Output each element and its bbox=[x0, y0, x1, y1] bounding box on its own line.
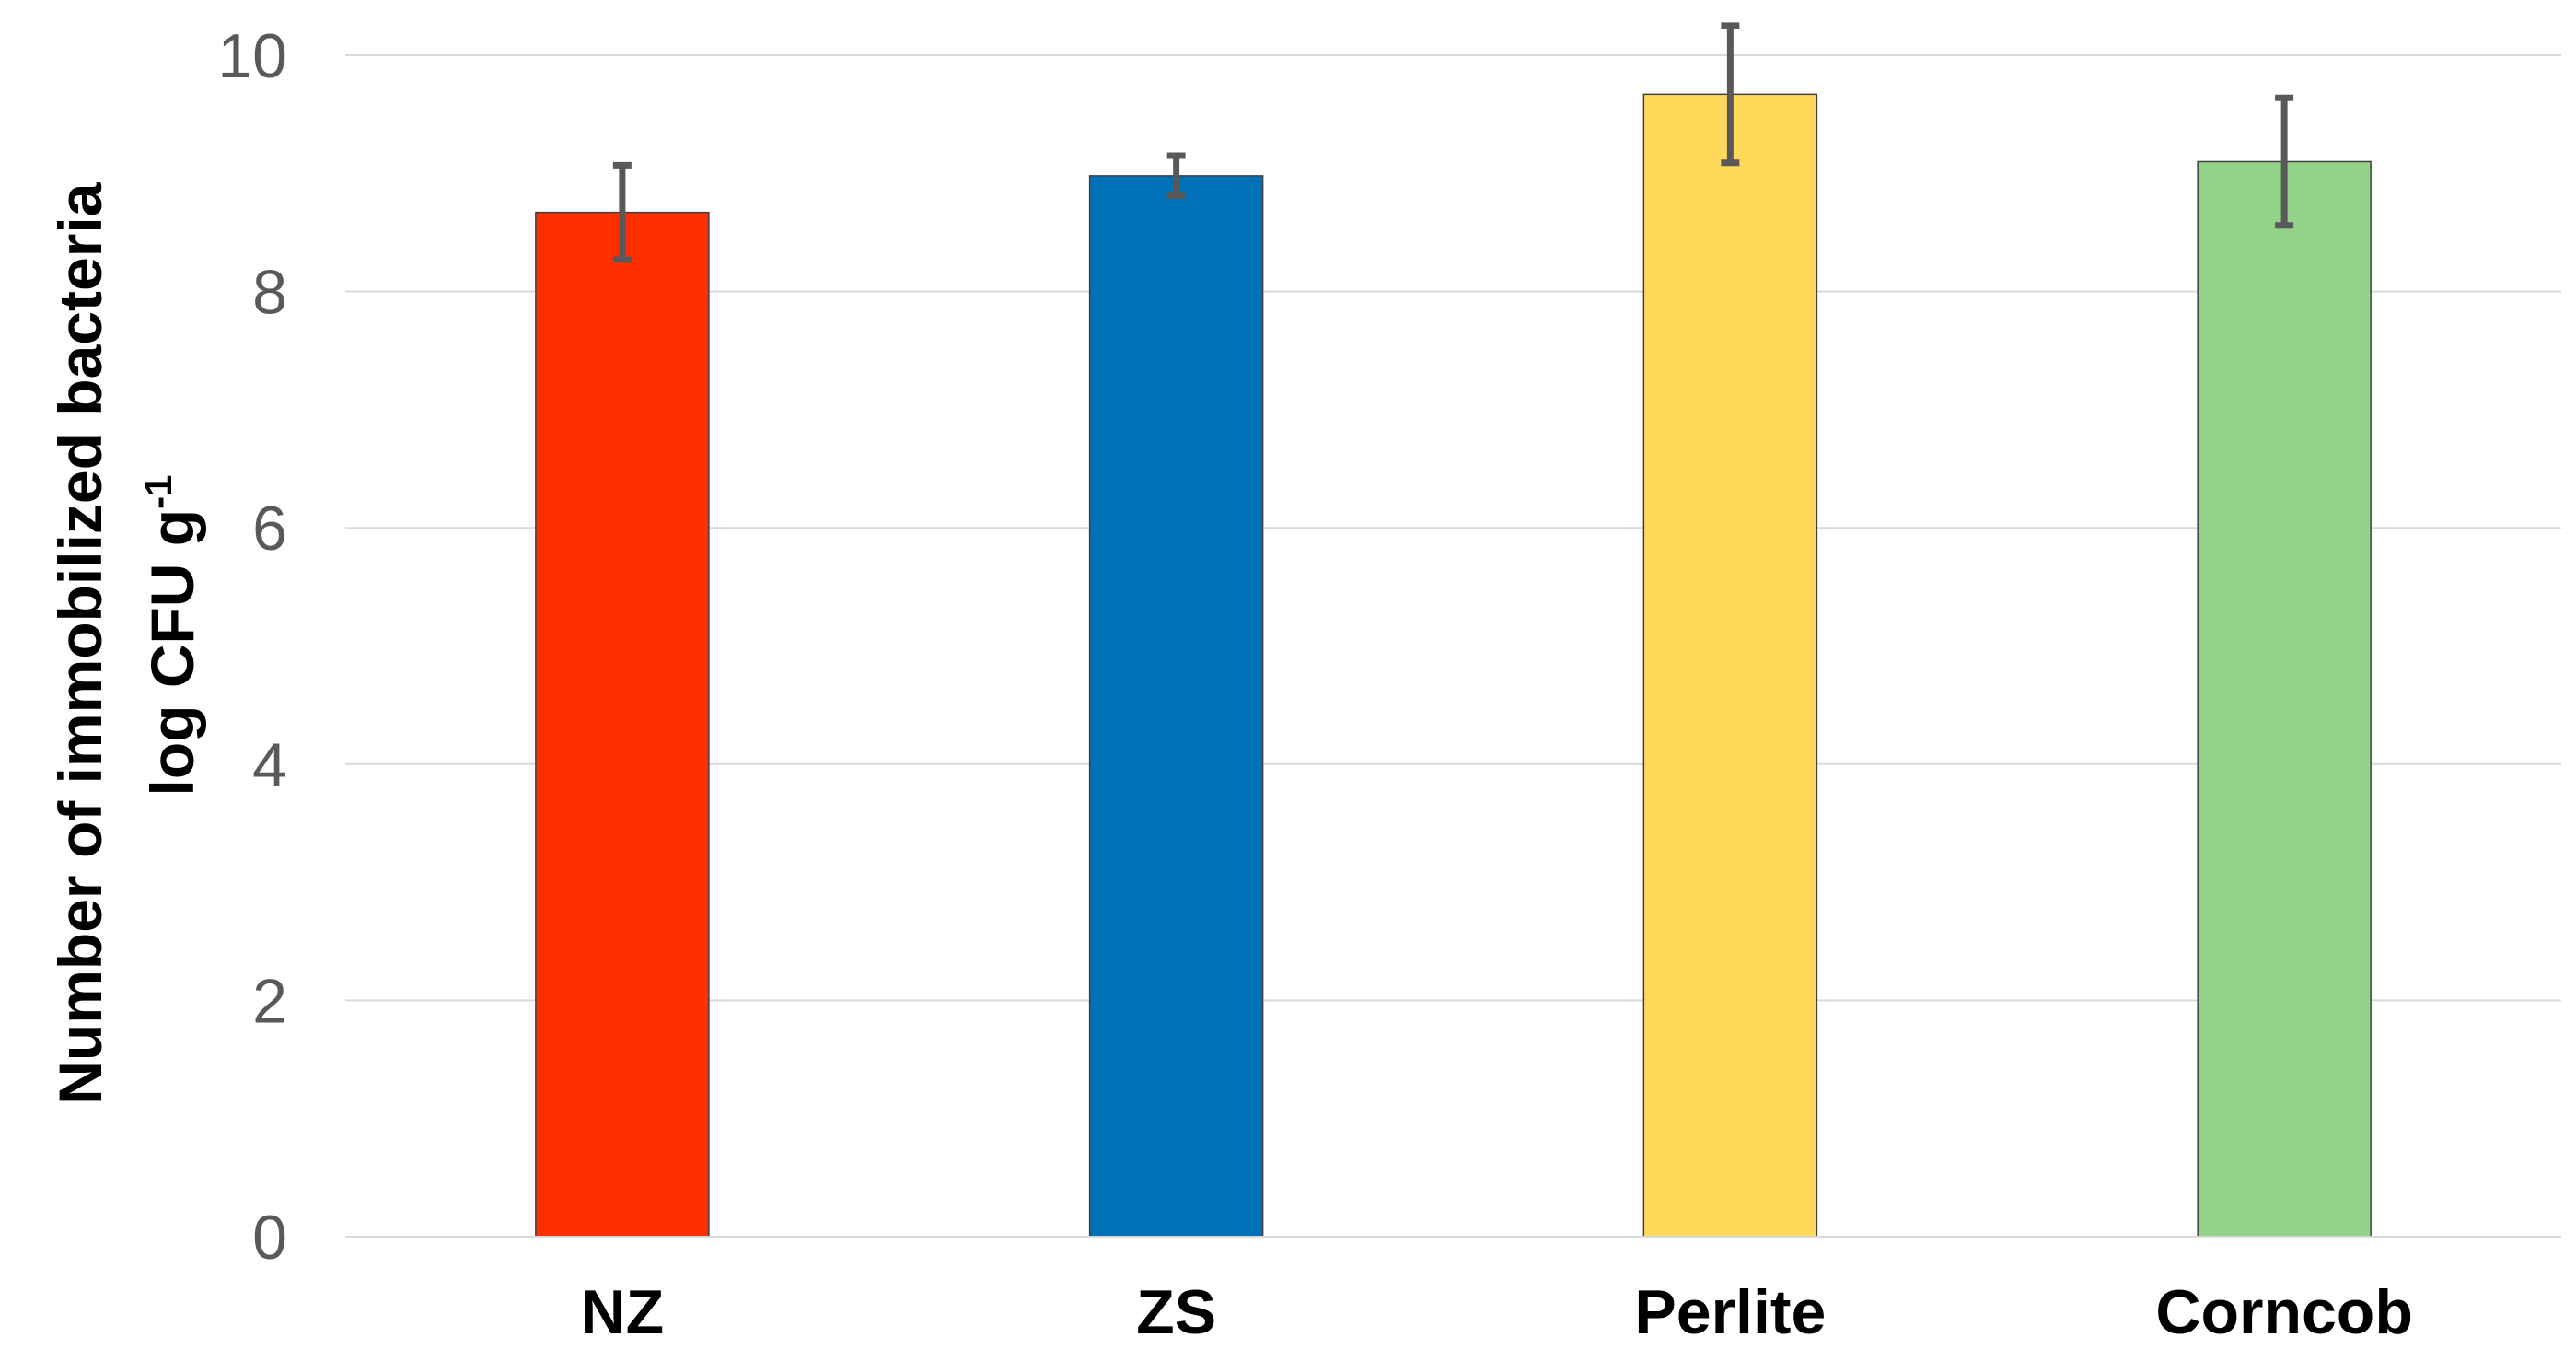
error-bar-corncob bbox=[2275, 94, 2294, 229]
error-bars bbox=[612, 22, 2294, 263]
bar-nz bbox=[535, 211, 710, 1238]
error-bar-perlite bbox=[1721, 22, 1740, 167]
x-tick-label: Corncob bbox=[2155, 1277, 2413, 1347]
y-tick-label: 6 bbox=[252, 494, 287, 564]
x-tick-label: ZS bbox=[1136, 1277, 1216, 1347]
y-axis-label-superscript: -1 bbox=[136, 475, 180, 509]
y-tick-label: 8 bbox=[252, 258, 287, 328]
y-tick-label: 10 bbox=[217, 21, 287, 91]
bars bbox=[535, 93, 2372, 1238]
error-bar-nz bbox=[612, 161, 632, 263]
y-tick-labels: 0 2 4 6 8 10 bbox=[217, 21, 287, 1273]
bar-corncob bbox=[2197, 160, 2372, 1238]
x-tick-label: Perlite bbox=[1634, 1277, 1826, 1347]
bar-perlite bbox=[1642, 93, 1818, 1238]
y-tick-label: 2 bbox=[252, 966, 287, 1036]
y-axis-label: Number of immobilized bacteria log CFU g… bbox=[46, 166, 206, 1105]
y-axis-label-unit: log CFU g bbox=[138, 509, 206, 797]
gridlines bbox=[345, 54, 2561, 1002]
bar-zs bbox=[1088, 175, 1264, 1238]
y-tick-label: 4 bbox=[252, 730, 287, 800]
y-axis-label-line1: Number of immobilized bacteria bbox=[46, 181, 114, 1104]
y-axis-label-line2: log CFU g-1 bbox=[136, 475, 206, 797]
x-tick-label: NZ bbox=[581, 1277, 665, 1347]
y-tick-label: 0 bbox=[252, 1203, 287, 1273]
error-bar-zs bbox=[1166, 152, 1186, 200]
x-tick-labels: NZ ZS Perlite Corncob bbox=[581, 1277, 2413, 1347]
